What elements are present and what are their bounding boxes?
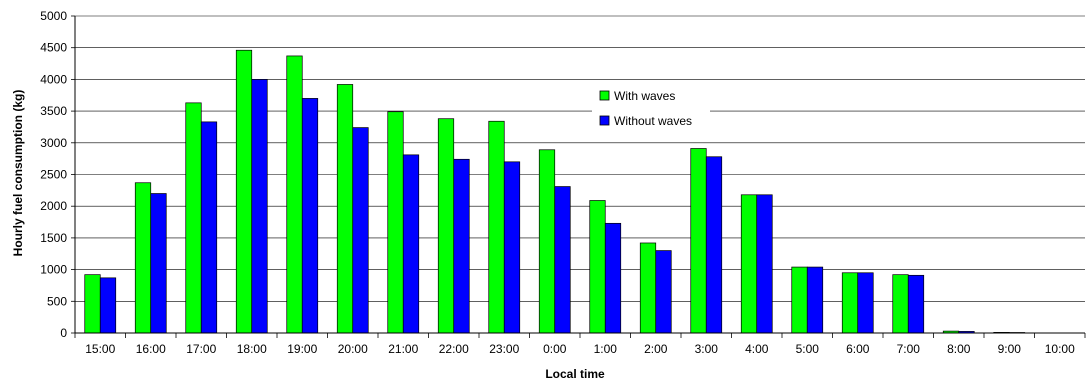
y-axis-title: Hourly fuel consumption (kg)	[11, 90, 25, 257]
bar-with-waves	[538, 149, 556, 334]
bar-with-waves	[134, 182, 152, 334]
bar-with-waves	[740, 194, 758, 334]
bar-without-waves	[301, 98, 319, 334]
x-tick-label: 15:00	[85, 342, 115, 356]
y-tick-label: 2500	[40, 168, 67, 182]
y-tick-label: 0	[60, 326, 67, 340]
bar-with-waves	[791, 266, 808, 334]
bar-without-waves	[503, 161, 521, 334]
bar-without-waves	[857, 272, 874, 334]
legend-swatch-without-waves	[599, 115, 610, 126]
x-tick-label: 7:00	[897, 342, 921, 356]
x-tick-label: 19:00	[287, 342, 317, 356]
x-tick-label: 4:00	[745, 342, 769, 356]
bar-with-waves	[690, 148, 707, 334]
bar-with-waves	[84, 274, 101, 334]
y-tick-label: 4500	[40, 41, 67, 55]
y-axis-ticks: 0 500 1000 1500 2000 2500 3000 3500 4000 4500 5000	[40, 9, 75, 340]
bar-with-waves	[336, 84, 354, 334]
bar-without-waves	[756, 194, 773, 334]
x-tick-label: 23:00	[489, 342, 519, 356]
x-tick-label: 8:00	[947, 342, 971, 356]
bar-with-waves	[235, 49, 253, 334]
y-tick-label: 1500	[40, 231, 67, 245]
x-axis-ticks: 15:00 16:00 17:00 18:00 19:00 20:00 21:00 22:00…	[74, 333, 1086, 356]
bar-with-waves	[437, 118, 455, 334]
bar-with-waves	[185, 102, 202, 334]
y-tick-label: 5000	[40, 9, 67, 23]
legend-swatch-with-waves	[599, 90, 610, 101]
legend: With waves Without waves	[592, 84, 710, 132]
y-tick-label: 4000	[40, 72, 67, 86]
x-tick-label: 22:00	[439, 342, 469, 356]
bar-with-waves	[286, 55, 303, 334]
x-tick-label: 1:00	[594, 342, 618, 356]
bar-without-waves	[200, 121, 218, 334]
legend-label-with-waves: With waves	[614, 89, 675, 103]
bar-with-waves	[488, 120, 505, 334]
y-tick-label: 500	[47, 294, 67, 308]
x-tick-label: 18:00	[237, 342, 267, 356]
y-tick-label: 1000	[40, 263, 67, 277]
bar-without-waves	[806, 266, 824, 334]
y-tick-label: 2000	[40, 199, 67, 213]
bar-without-waves	[907, 274, 925, 334]
bar-with-waves	[639, 242, 657, 334]
bar-without-waves	[604, 222, 622, 334]
bar-without-waves	[150, 193, 167, 334]
bar-with-waves	[892, 274, 909, 334]
bars	[84, 49, 1026, 334]
bar-with-waves	[841, 272, 859, 334]
x-tick-label: 2:00	[644, 342, 668, 356]
y-tick-label: 3000	[40, 136, 67, 150]
x-tick-label: 17:00	[186, 342, 216, 356]
x-tick-label: 0:00	[543, 342, 567, 356]
bar-without-waves	[705, 156, 723, 334]
bar-with-waves	[589, 200, 606, 334]
x-tick-label: 6:00	[846, 342, 870, 356]
bar-without-waves	[352, 127, 369, 334]
x-tick-label: 9:00	[998, 342, 1022, 356]
bar-without-waves	[655, 250, 672, 334]
x-tick-label: 5:00	[796, 342, 820, 356]
bar-without-waves	[554, 186, 571, 334]
x-tick-label: 20:00	[338, 342, 368, 356]
gridlines	[75, 15, 1085, 302]
bar-without-waves	[453, 158, 470, 334]
bar-without-waves	[402, 154, 420, 334]
bar-with-waves	[387, 111, 404, 334]
x-tick-label: 3:00	[695, 342, 719, 356]
x-tick-label: 21:00	[388, 342, 418, 356]
x-tick-label: 10:00	[1045, 342, 1075, 356]
bar-without-waves	[251, 79, 268, 334]
legend-frame	[592, 84, 710, 132]
y-tick-label: 3500	[40, 104, 67, 118]
x-tick-label: 16:00	[136, 342, 166, 356]
axes	[74, 16, 1085, 334]
bar-without-waves	[99, 277, 117, 334]
x-axis-title: Local time	[545, 367, 605, 381]
legend-label-without-waves: Without waves	[614, 114, 692, 128]
